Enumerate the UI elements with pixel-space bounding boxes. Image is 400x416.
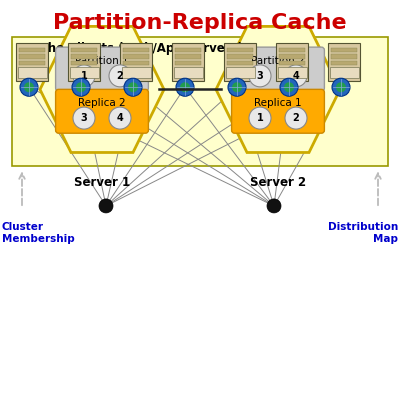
FancyBboxPatch shape xyxy=(331,54,357,59)
Circle shape xyxy=(280,78,298,96)
FancyBboxPatch shape xyxy=(279,60,305,65)
Circle shape xyxy=(76,82,86,92)
Circle shape xyxy=(20,78,38,96)
Circle shape xyxy=(249,107,271,129)
FancyBboxPatch shape xyxy=(175,54,201,59)
FancyBboxPatch shape xyxy=(56,89,148,133)
Text: 1: 1 xyxy=(257,113,263,123)
FancyBboxPatch shape xyxy=(18,67,46,78)
FancyBboxPatch shape xyxy=(71,48,97,52)
FancyBboxPatch shape xyxy=(278,67,306,78)
Text: Partition 2: Partition 2 xyxy=(251,56,305,66)
Text: Server 1: Server 1 xyxy=(74,176,130,189)
Text: 2: 2 xyxy=(293,113,299,123)
Circle shape xyxy=(285,65,307,87)
Circle shape xyxy=(249,65,271,87)
FancyBboxPatch shape xyxy=(123,54,149,59)
Text: Replica 1: Replica 1 xyxy=(254,98,302,108)
Text: 3: 3 xyxy=(257,71,263,81)
Polygon shape xyxy=(12,37,388,166)
FancyBboxPatch shape xyxy=(328,43,360,81)
FancyBboxPatch shape xyxy=(19,48,45,52)
FancyBboxPatch shape xyxy=(19,54,45,59)
FancyBboxPatch shape xyxy=(232,47,324,91)
Text: Replica 2: Replica 2 xyxy=(78,98,126,108)
FancyBboxPatch shape xyxy=(226,67,254,78)
FancyBboxPatch shape xyxy=(19,60,45,65)
Circle shape xyxy=(332,78,350,96)
FancyBboxPatch shape xyxy=(71,54,97,59)
Text: Cluster
Membership: Cluster Membership xyxy=(2,222,75,244)
Circle shape xyxy=(267,199,281,213)
Text: Distribution
Map: Distribution Map xyxy=(328,222,398,244)
FancyBboxPatch shape xyxy=(232,89,324,133)
Text: 4: 4 xyxy=(117,113,123,123)
Text: Partition 1: Partition 1 xyxy=(75,56,129,66)
FancyBboxPatch shape xyxy=(70,67,98,78)
Circle shape xyxy=(73,65,95,87)
FancyBboxPatch shape xyxy=(123,48,149,52)
FancyBboxPatch shape xyxy=(68,43,100,81)
FancyBboxPatch shape xyxy=(227,48,253,52)
FancyBboxPatch shape xyxy=(279,48,305,52)
Circle shape xyxy=(232,82,242,92)
Circle shape xyxy=(109,107,131,129)
Circle shape xyxy=(284,82,294,92)
FancyBboxPatch shape xyxy=(330,67,358,78)
FancyBboxPatch shape xyxy=(16,43,48,81)
FancyBboxPatch shape xyxy=(227,60,253,65)
Circle shape xyxy=(228,78,246,96)
Circle shape xyxy=(180,82,190,92)
Text: Cache Clients (Web/App Servers): Cache Clients (Web/App Servers) xyxy=(24,42,243,54)
FancyBboxPatch shape xyxy=(175,60,201,65)
Circle shape xyxy=(176,78,194,96)
Circle shape xyxy=(24,82,34,92)
Text: 3: 3 xyxy=(81,113,87,123)
FancyBboxPatch shape xyxy=(331,60,357,65)
Text: 4: 4 xyxy=(293,71,299,81)
Circle shape xyxy=(128,82,138,92)
FancyBboxPatch shape xyxy=(122,67,150,78)
Circle shape xyxy=(99,199,113,213)
Circle shape xyxy=(109,65,131,87)
FancyBboxPatch shape xyxy=(276,43,308,81)
Circle shape xyxy=(336,82,346,92)
FancyBboxPatch shape xyxy=(71,60,97,65)
FancyBboxPatch shape xyxy=(175,48,201,52)
FancyBboxPatch shape xyxy=(56,47,148,91)
FancyBboxPatch shape xyxy=(123,60,149,65)
FancyBboxPatch shape xyxy=(172,43,204,81)
FancyBboxPatch shape xyxy=(174,67,202,78)
Polygon shape xyxy=(216,26,340,153)
Text: Partition-Replica Cache: Partition-Replica Cache xyxy=(53,13,347,33)
Text: 2: 2 xyxy=(117,71,123,81)
FancyBboxPatch shape xyxy=(120,43,152,81)
Text: Server 2: Server 2 xyxy=(250,176,306,189)
FancyBboxPatch shape xyxy=(279,54,305,59)
FancyBboxPatch shape xyxy=(227,54,253,59)
Circle shape xyxy=(124,78,142,96)
Polygon shape xyxy=(40,26,164,153)
Text: 1: 1 xyxy=(81,71,87,81)
FancyBboxPatch shape xyxy=(331,48,357,52)
Circle shape xyxy=(73,107,95,129)
Circle shape xyxy=(285,107,307,129)
Circle shape xyxy=(72,78,90,96)
FancyBboxPatch shape xyxy=(224,43,256,81)
